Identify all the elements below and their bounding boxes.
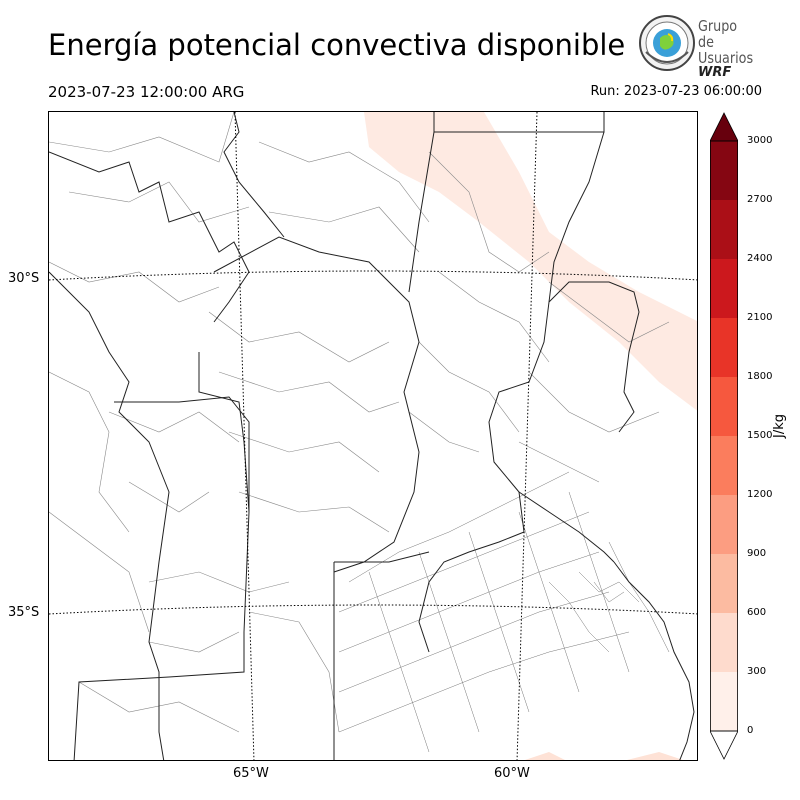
- colorbar: [710, 112, 738, 760]
- colorbar-tick-marks: [710, 140, 738, 732]
- colorbar-tick-label: 1800: [747, 371, 773, 382]
- colorbar-segment: [710, 495, 738, 554]
- colorbar-tick-label: 2700: [747, 194, 773, 205]
- colorbar-segment: [710, 672, 738, 731]
- cape-shading-north: [364, 112, 697, 411]
- colorbar-segment: [710, 259, 738, 318]
- run-time: Run: 2023-07-23 06:00:00: [590, 84, 762, 99]
- graticule: [49, 112, 697, 760]
- colorbar-segments: [710, 141, 738, 731]
- colorbar-tick-label: 1500: [747, 430, 773, 441]
- colorbar-extend-high: [710, 112, 738, 142]
- map-title: Energía potencial convectiva disponible: [48, 28, 626, 62]
- department-borders: [49, 112, 670, 733]
- colorbar-tick-label: 1200: [747, 489, 773, 500]
- grupo-usuarios-wrf-logo: Grupo de Usuarios WRF: [638, 14, 763, 80]
- colorbar-tick-label: 900: [747, 548, 767, 559]
- logo-line-2: Usuarios: [698, 49, 754, 67]
- map-canvas: [49, 112, 697, 760]
- lon-label-65w: 65°W: [233, 766, 269, 781]
- colorbar-tick-label: 2400: [747, 253, 773, 264]
- colorbar-segment: [710, 554, 738, 613]
- province-borders: [49, 112, 695, 760]
- colorbar-segment: [710, 377, 738, 436]
- colorbar-segment: [710, 141, 738, 200]
- lon-label-60w: 60°W: [494, 766, 530, 781]
- colorbar-tick-label: 0: [747, 725, 754, 736]
- colorbar-tick-label: 600: [747, 607, 767, 618]
- logo-line-3: WRF: [698, 65, 732, 80]
- colorbar-segment: [710, 318, 738, 377]
- colorbar-tick-label: 2100: [747, 312, 773, 323]
- cape-shading-south: [525, 752, 683, 760]
- valid-time: 2023-07-23 12:00:00 ARG: [48, 83, 245, 101]
- logo-globe-icon: [639, 15, 695, 71]
- colorbar-segment: [710, 613, 738, 672]
- logo-line-1: Grupo de: [698, 17, 738, 51]
- colorbar-unit-label: J/kg: [772, 414, 787, 438]
- lat-label-30s: 30°S: [8, 271, 40, 286]
- colorbar-tick-label: 3000: [747, 135, 773, 146]
- map-panel: [48, 111, 698, 761]
- colorbar-extend-low: [710, 730, 738, 760]
- lat-label-35s: 35°S: [8, 605, 40, 620]
- buenos-aires-partidos: [338, 471, 670, 753]
- colorbar-tick-label: 300: [747, 666, 767, 677]
- colorbar-segment: [710, 436, 738, 495]
- colorbar-segment: [710, 200, 738, 259]
